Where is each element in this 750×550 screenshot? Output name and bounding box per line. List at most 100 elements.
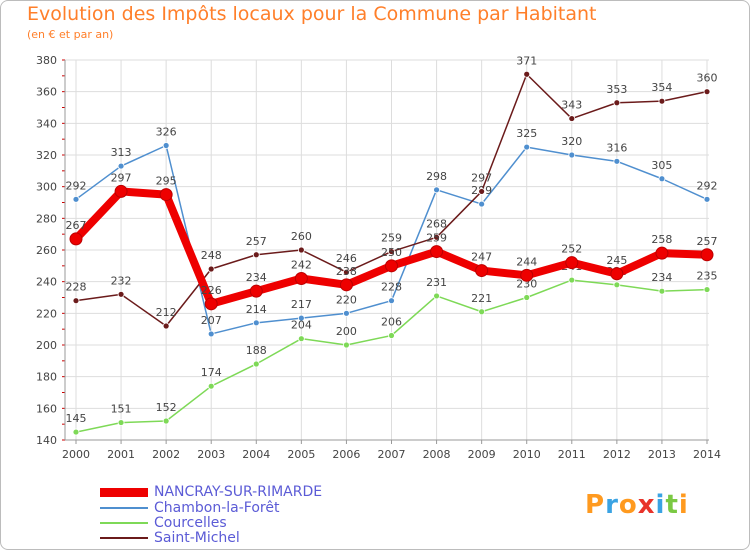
y-tick-label: 300 (36, 181, 57, 194)
legend-item-saint-michel: Saint-Michel (100, 530, 240, 546)
data-point (159, 188, 173, 202)
data-point (520, 268, 534, 282)
data-label: 297 (471, 171, 492, 184)
data-label: 298 (426, 170, 447, 183)
data-point (207, 330, 215, 338)
y-tick-label: 280 (36, 212, 57, 225)
data-point (478, 200, 486, 208)
data-label: 326 (156, 126, 177, 139)
x-tick-label: 2013 (648, 448, 676, 461)
data-point (162, 417, 170, 425)
data-label: 354 (651, 81, 672, 94)
data-label: 217 (291, 298, 312, 311)
data-point (252, 251, 260, 259)
data-label: 257 (246, 235, 267, 248)
data-point (523, 70, 531, 78)
proxiti-logo: Proxiti (585, 490, 689, 520)
legend-item-chambon: Chambon-la-Forêt (100, 500, 279, 516)
data-label: 226 (201, 284, 222, 297)
data-label: 353 (606, 83, 627, 96)
data-label: 228 (381, 281, 402, 294)
x-tick-label: 2005 (287, 448, 315, 461)
legend-item-nancray: NANCRAY-SUR-RIMARDE (100, 484, 322, 500)
data-point (252, 319, 260, 327)
y-tick-label: 340 (36, 117, 57, 130)
legend-swatch (100, 487, 148, 497)
data-point (655, 246, 669, 260)
data-point (72, 297, 80, 305)
data-label: 188 (246, 344, 267, 357)
x-tick-label: 2006 (332, 448, 360, 461)
y-tick-label: 160 (36, 402, 57, 415)
data-label: 238 (336, 265, 357, 278)
data-point (207, 265, 215, 273)
data-label: 250 (381, 246, 402, 259)
x-tick-label: 2008 (423, 448, 451, 461)
x-tick-label: 2010 (513, 448, 541, 461)
data-label: 232 (111, 274, 132, 287)
x-tick-label: 2002 (152, 448, 180, 461)
data-label: 221 (471, 292, 492, 305)
x-tick-label: 2009 (468, 448, 496, 461)
y-tick-label: 320 (36, 149, 57, 162)
data-label: 145 (66, 412, 87, 425)
data-label: 245 (606, 254, 627, 267)
y-tick-label: 140 (36, 434, 57, 447)
data-label: 235 (697, 270, 718, 283)
data-label: 242 (291, 259, 312, 272)
y-tick-label: 240 (36, 276, 57, 289)
data-label: 212 (156, 306, 177, 319)
data-point (388, 248, 395, 255)
y-tick-label: 260 (36, 244, 57, 257)
data-label: 295 (156, 175, 177, 188)
y-tick-label: 220 (36, 307, 57, 320)
data-point (294, 272, 308, 285)
data-label: 206 (381, 316, 402, 329)
x-tick-label: 2000 (62, 448, 90, 461)
data-point (385, 259, 398, 273)
data-point (703, 88, 711, 96)
data-point (613, 157, 621, 165)
data-point (433, 292, 440, 300)
data-point (72, 195, 80, 203)
data-point (703, 195, 711, 203)
data-label: 267 (66, 219, 87, 232)
data-label: 244 (516, 255, 537, 268)
data-point (297, 314, 305, 322)
data-point (339, 278, 353, 292)
data-label: 360 (697, 72, 718, 85)
data-label: 305 (651, 159, 672, 172)
data-point (114, 184, 128, 198)
x-tick-label: 2014 (693, 448, 721, 461)
data-point (475, 264, 489, 278)
y-tick-label: 180 (36, 371, 57, 384)
data-label: 258 (651, 233, 672, 246)
data-point (478, 188, 486, 195)
data-point (297, 246, 305, 254)
legend-swatch (100, 522, 148, 524)
x-tick-label: 2001 (107, 448, 135, 461)
data-label: 234 (651, 271, 672, 284)
data-label: 230 (516, 278, 537, 291)
data-point (568, 276, 576, 284)
data-label: 316 (606, 141, 627, 154)
data-point (249, 284, 263, 298)
data-label: 292 (697, 179, 718, 192)
data-point (162, 142, 170, 149)
data-point (430, 245, 444, 259)
data-label: 297 (111, 171, 132, 184)
data-label: 371 (516, 54, 537, 67)
legend-label: Chambon-la-Forêt (154, 500, 280, 516)
data-point (204, 297, 218, 311)
data-label: 204 (291, 319, 312, 332)
data-label: 325 (516, 127, 537, 140)
data-label: 268 (426, 217, 447, 230)
data-point (297, 335, 305, 343)
data-point (117, 162, 125, 170)
legend-swatch (100, 507, 148, 509)
data-point (388, 297, 395, 305)
x-tick-label: 2012 (603, 448, 631, 461)
data-label: 228 (66, 281, 87, 294)
data-point (613, 99, 621, 107)
